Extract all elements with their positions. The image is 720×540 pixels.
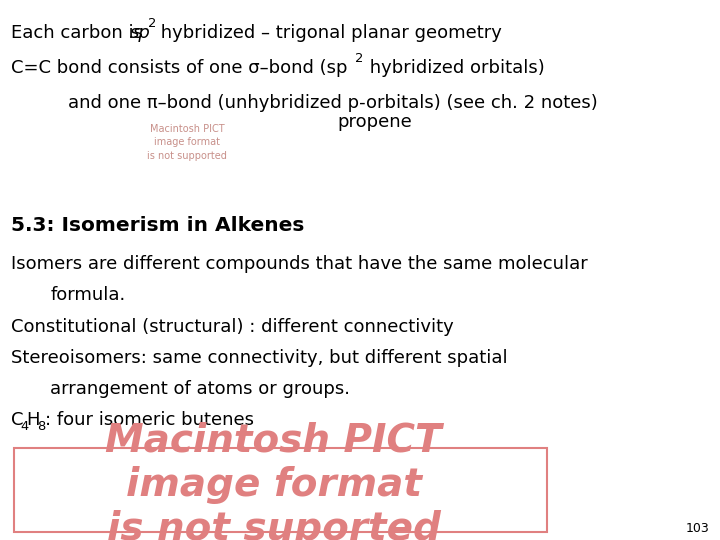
Text: formula.: formula.: [50, 286, 126, 304]
FancyBboxPatch shape: [14, 448, 547, 532]
Text: 8: 8: [37, 420, 45, 433]
Text: 4: 4: [20, 420, 28, 433]
Text: : four isomeric butenes: : four isomeric butenes: [45, 411, 253, 429]
Text: Isomers are different compounds that have the same molecular: Isomers are different compounds that hav…: [11, 255, 588, 273]
Text: hybridized orbitals): hybridized orbitals): [364, 59, 544, 77]
Text: C=C bond consists of one σ–bond (sp: C=C bond consists of one σ–bond (sp: [11, 59, 347, 77]
Text: arrangement of atoms or groups.: arrangement of atoms or groups.: [50, 380, 351, 398]
Text: 2: 2: [148, 17, 156, 30]
Text: Constitutional (structural) : different connectivity: Constitutional (structural) : different …: [11, 318, 454, 335]
Text: Macintosh PICT
image format
is not supported: Macintosh PICT image format is not suppo…: [148, 124, 227, 160]
Text: 2: 2: [355, 52, 363, 65]
Text: Each carbon is: Each carbon is: [11, 24, 148, 42]
Text: C: C: [11, 411, 23, 429]
Text: hybridized – trigonal planar geometry: hybridized – trigonal planar geometry: [155, 24, 502, 42]
Text: Macintosh PICT
image format
is not suported: Macintosh PICT image format is not supor…: [105, 422, 442, 540]
Text: sp: sp: [130, 24, 150, 42]
Text: and one π–bond (unhybridized p-orbitals) (see ch. 2 notes): and one π–bond (unhybridized p-orbitals)…: [68, 94, 598, 112]
Text: 5.3: Isomerism in Alkenes: 5.3: Isomerism in Alkenes: [11, 216, 304, 235]
Text: 103: 103: [685, 522, 709, 535]
Text: H: H: [27, 411, 40, 429]
Text: Stereoisomers: same connectivity, but different spatial: Stereoisomers: same connectivity, but di…: [11, 349, 508, 367]
Text: propene: propene: [337, 113, 412, 131]
